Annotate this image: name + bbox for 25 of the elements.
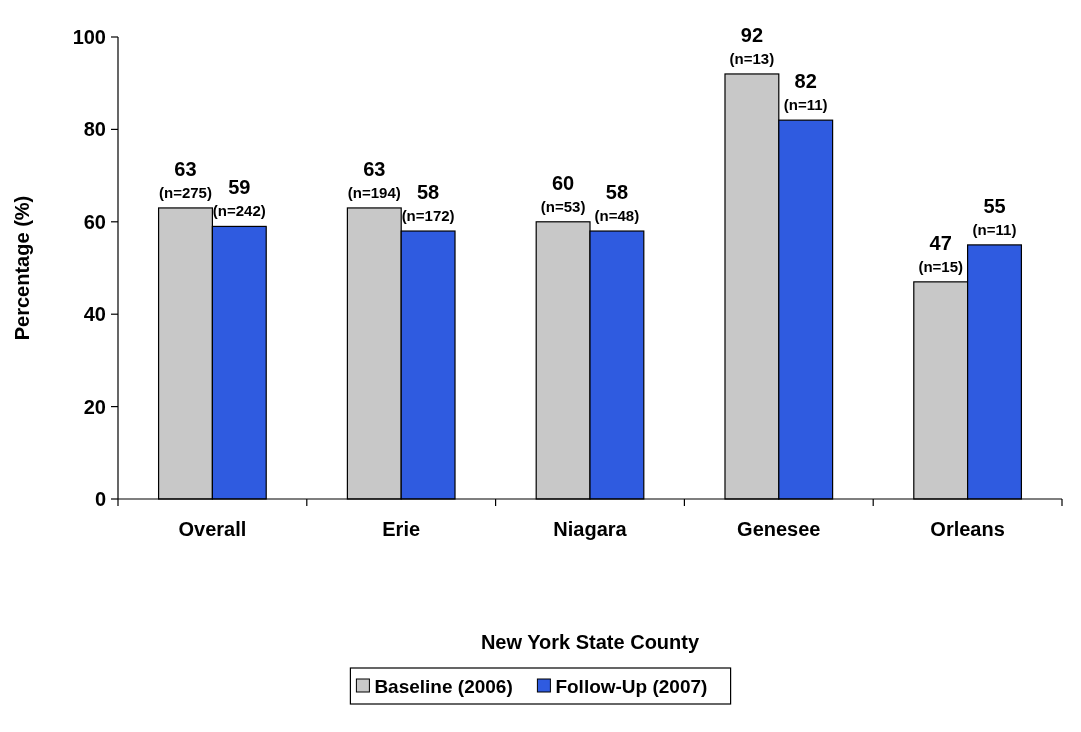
data-label: 63 (n=194) (347, 157, 401, 201)
data-label: 92 (n=13) (729, 23, 775, 67)
x-axis-title: New York State County (480, 631, 700, 653)
x-tick-label: Overall (178, 518, 247, 540)
y-tick-label: 60 (83, 210, 106, 233)
legend-label: Baseline (2006) (374, 675, 513, 697)
x-tick-label: Niagara (553, 518, 628, 540)
y-tick-label: 20 (83, 395, 106, 418)
x-tick-label: Erie (382, 518, 421, 540)
y-axis-title: Percentage (%) (11, 195, 33, 341)
data-label: 55 (n=11) (972, 194, 1017, 238)
data-label: 58 (n=172) (401, 181, 455, 225)
y-tick-label: 40 (83, 303, 106, 326)
legend-label: Follow-Up (2007) (555, 675, 708, 697)
y-tick-label: 80 (83, 118, 106, 141)
data-label: 82 (n=11) (783, 70, 828, 114)
x-tick-label: Genesee (737, 518, 821, 540)
data-label: 47 (n=15) (918, 231, 963, 275)
y-tick-label: 0 (94, 488, 106, 510)
x-tick-label: Orleans (930, 518, 1005, 540)
y-tick-label: 100 (72, 26, 106, 48)
data-label: 60 (n=53) (540, 171, 586, 215)
data-label: 59 (n=242) (212, 176, 266, 220)
data-label: 58 (n=48) (594, 181, 640, 225)
data-label: 63 (n=275) (159, 157, 212, 201)
